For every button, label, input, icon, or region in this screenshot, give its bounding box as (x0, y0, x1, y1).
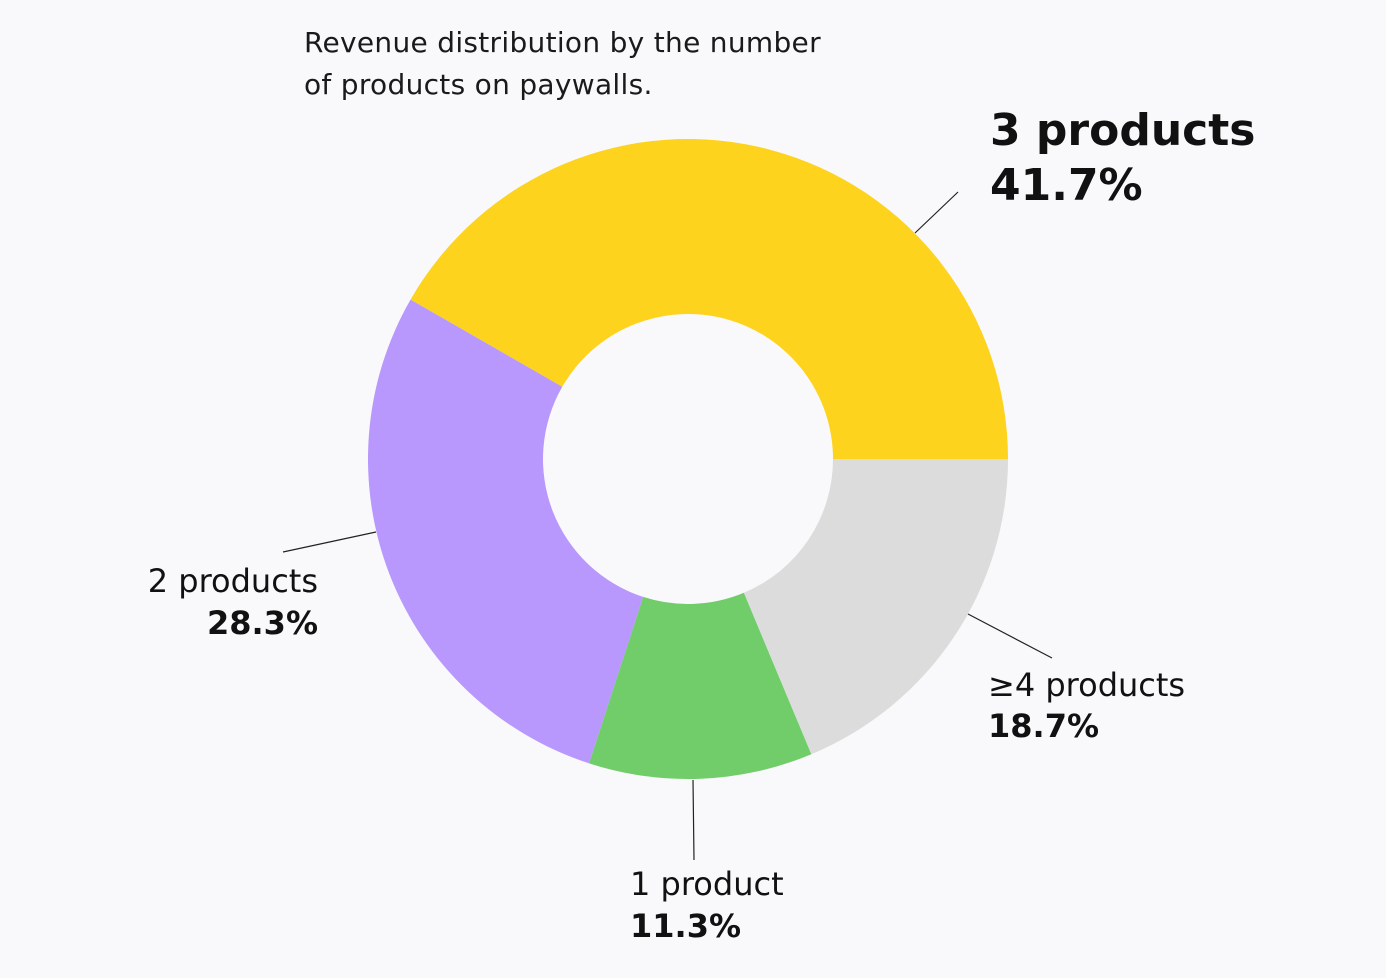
donut-slice (743, 459, 1008, 755)
leader-line (692, 779, 695, 861)
slice-label: ≥4 products (988, 666, 1185, 704)
slice-value-label: 28.3% (207, 604, 318, 642)
donut-slice (368, 299, 644, 764)
donut-slice (589, 592, 812, 779)
slice-label: 1 product (630, 865, 784, 903)
leader-line (914, 191, 959, 234)
donut-slice (410, 138, 1009, 459)
slice-label: 3 products (990, 105, 1255, 156)
leader-line (967, 613, 1053, 659)
slice-value-label: 41.7% (990, 160, 1143, 211)
leader-line (282, 531, 377, 553)
slice-value-label: 11.3% (630, 907, 741, 945)
chart-title: Revenue distribution by the number of pr… (304, 26, 821, 101)
slice-label: 2 products (148, 562, 318, 600)
slice-value-label: 18.7% (988, 707, 1099, 745)
